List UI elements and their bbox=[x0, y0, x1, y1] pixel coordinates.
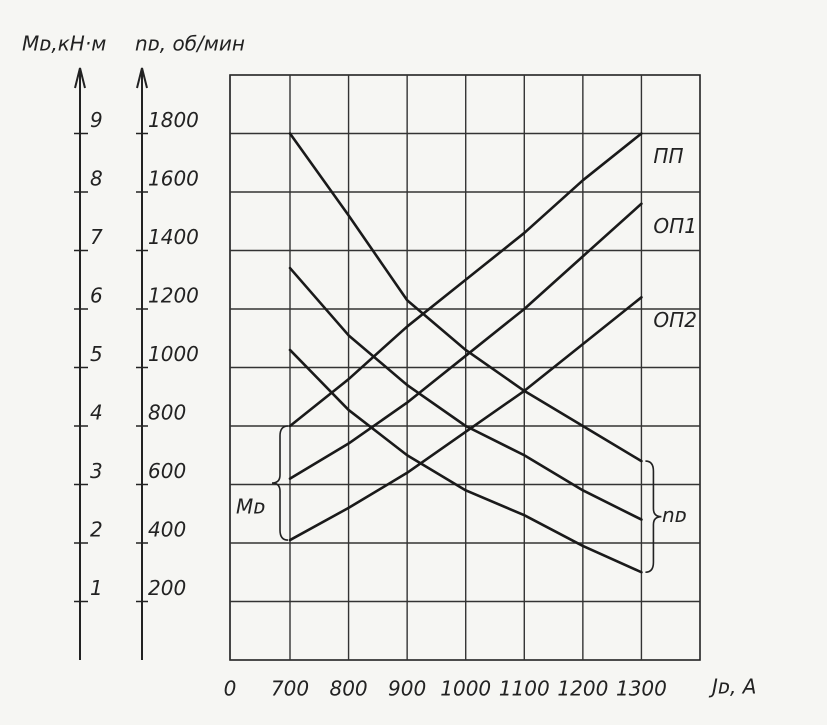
y-tick-label: 4 bbox=[90, 401, 103, 425]
x-tick-label: 700 bbox=[271, 677, 309, 701]
x-tick-label: 1100 bbox=[499, 677, 550, 701]
y-axis-title: Mᴅ,кН·м bbox=[22, 32, 106, 56]
y-tick-label: 9 bbox=[90, 108, 103, 132]
x-tick-label: 1000 bbox=[440, 677, 491, 701]
y-axis-line-arrow bbox=[74, 67, 86, 89]
series-label: ПП bbox=[653, 144, 683, 168]
y-tick-label: 5 bbox=[90, 342, 103, 366]
y2-tick-label: 200 bbox=[148, 576, 186, 600]
series-line bbox=[288, 132, 643, 463]
y2-axis-line-arrow bbox=[136, 67, 148, 89]
series-line bbox=[288, 296, 643, 542]
y2-tick-label: 1600 bbox=[148, 167, 199, 191]
brace bbox=[271, 425, 289, 541]
y2-tick-label: 1400 bbox=[148, 225, 199, 249]
x-tick-label: 1200 bbox=[557, 677, 608, 701]
y2-tick-label: 400 bbox=[148, 518, 186, 542]
y-tick-label: 8 bbox=[90, 167, 103, 191]
y-tick-label: 1 bbox=[90, 576, 103, 600]
x-tick-label: 800 bbox=[329, 677, 367, 701]
y2-tick-label: 1000 bbox=[148, 342, 199, 366]
y2-tick-label: 1800 bbox=[148, 108, 199, 132]
y2-tick-label: 600 bbox=[148, 459, 186, 483]
annotation: Mᴅ bbox=[236, 495, 265, 519]
y-tick-label: 3 bbox=[90, 459, 103, 483]
series-line bbox=[288, 202, 643, 480]
y-tick-label: 7 bbox=[90, 225, 103, 249]
x-axis-title: Jᴅ, A bbox=[708, 675, 756, 699]
x-tick-label: 900 bbox=[388, 677, 426, 701]
series-line bbox=[288, 348, 643, 574]
y-tick-label: 2 bbox=[90, 518, 103, 542]
series-label: ОП2 bbox=[653, 308, 697, 332]
y-tick-label: 6 bbox=[90, 284, 103, 308]
x-tick-label: 1300 bbox=[616, 677, 667, 701]
series-line bbox=[288, 132, 643, 428]
y2-tick-label: 800 bbox=[148, 401, 186, 425]
x-tick-label: 0 bbox=[224, 677, 237, 701]
series-label: ОП1 bbox=[653, 214, 697, 238]
y2-tick-label: 1200 bbox=[148, 284, 199, 308]
series-line bbox=[288, 266, 643, 521]
annotation: nᴅ bbox=[662, 503, 687, 527]
y2-axis-title: nᴅ, об/мин bbox=[135, 32, 245, 56]
